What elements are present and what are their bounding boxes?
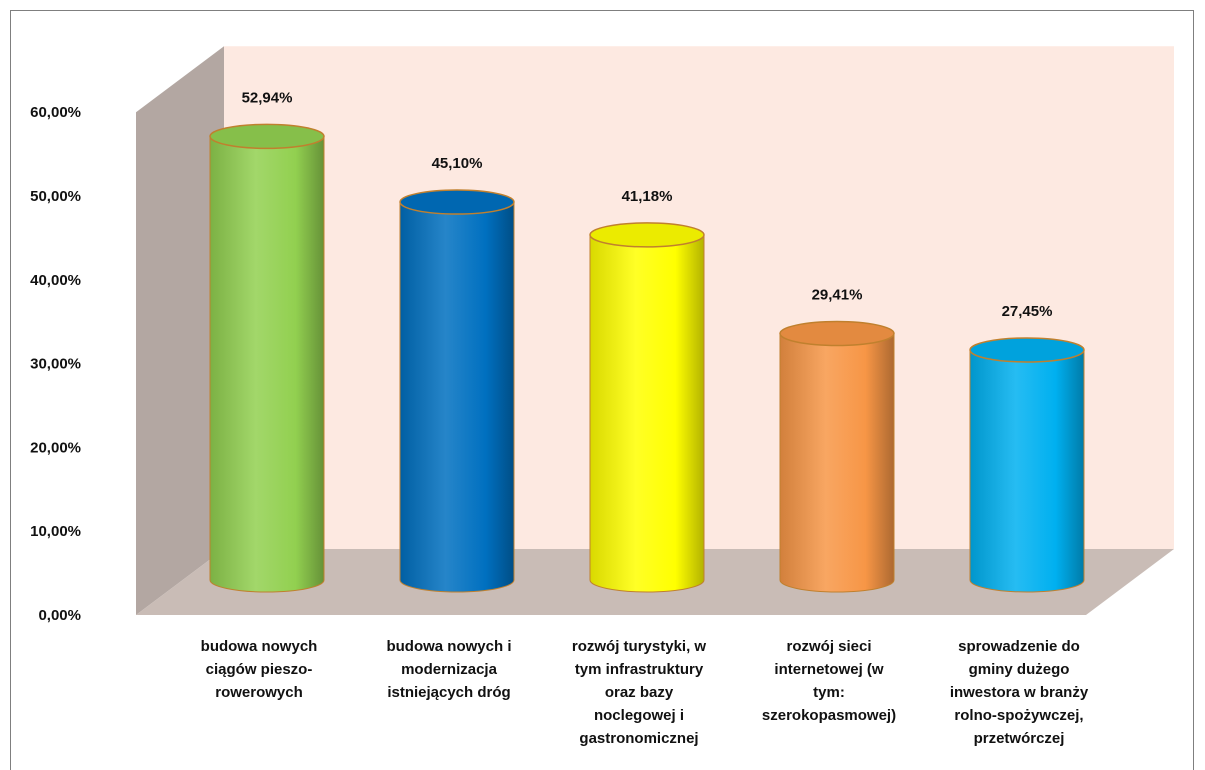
x-category-label: sprowadzenie do gminy dużego inwestora w b… (950, 638, 1089, 747)
cylinder-body (779, 333, 895, 593)
x-category-line: inwestora w branży (950, 684, 1089, 701)
y-tick-label: 40,00% (30, 272, 81, 289)
cylinder-top (209, 123, 325, 150)
x-category-line: przetwórczej (974, 730, 1065, 747)
cylinder-bar (779, 320, 895, 593)
x-category-line: internetowej (w (774, 661, 884, 678)
x-category-line: rolno-spożywczej, (954, 707, 1083, 724)
x-category-line: rowerowych (215, 684, 303, 701)
cylinder-bar (969, 337, 1085, 593)
x-category-line: istniejących dróg (387, 684, 510, 701)
x-category-label: budowa nowych i modernizacja istniejących … (386, 638, 511, 701)
chart-frame: 0,00% 10,00% 20,00% 30,00% 40,00% 50,00% 60,00… (10, 10, 1194, 770)
cylinder-top (589, 222, 705, 248)
bar-chart: 0,00% 10,00% 20,00% 30,00% 40,00% 50,00% 60,00… (30, 46, 1174, 747)
cylinder-bar (589, 222, 705, 593)
cylinder-top (779, 320, 895, 347)
x-category-line: oraz bazy (605, 684, 674, 701)
cylinder-bar (399, 189, 515, 593)
bars-group (209, 123, 1085, 593)
x-category-line: sprowadzenie do (958, 638, 1080, 655)
y-tick-label: 30,00% (30, 356, 81, 373)
x-category-line: modernizacja (401, 661, 498, 678)
cylinder-body (209, 135, 325, 593)
data-label: 29,41% (812, 287, 863, 304)
x-category-label: rozwój turystyki, w tym infrastruktury ora… (572, 638, 707, 747)
data-label: 45,10% (432, 155, 483, 172)
data-label: 41,18% (622, 188, 673, 205)
x-category-line: budowa nowych i (386, 638, 511, 655)
y-axis: 0,00% 10,00% 20,00% 30,00% 40,00% 50,00% 60,00… (30, 104, 81, 624)
cylinder-body (589, 234, 705, 593)
x-category-line: noclegowej i (594, 707, 684, 724)
cylinder-bar (209, 123, 325, 593)
cylinder-top (399, 189, 515, 215)
x-category-line: ciągów pieszo- (206, 661, 313, 678)
y-tick-label: 20,00% (30, 439, 81, 456)
x-category-line: gastronomicznej (579, 730, 698, 747)
y-tick-label: 10,00% (30, 523, 81, 540)
data-label: 52,94% (242, 89, 293, 106)
y-tick-label: 0,00% (38, 607, 81, 624)
x-axis: budowa nowych ciągów pieszo-rowerowychbud… (201, 638, 1089, 747)
y-tick-label: 60,00% (30, 104, 81, 121)
side-wall (136, 46, 224, 615)
cylinder-body (399, 201, 515, 593)
x-category-line: tym: (813, 684, 845, 701)
cylinder-body (969, 349, 1085, 593)
x-category-label: rozwój sieci internetowej (w tym: szerokopa… (762, 638, 896, 724)
x-category-line: rozwój sieci (786, 638, 871, 655)
x-category-line: gminy dużego (969, 661, 1070, 678)
x-category-line: szerokopasmowej) (762, 707, 896, 724)
y-tick-label: 50,00% (30, 188, 81, 205)
x-category-line: budowa nowych (201, 638, 318, 655)
x-category-line: tym infrastruktury (575, 661, 704, 678)
x-category-label: budowa nowych ciągów pieszo-rowerowych (201, 638, 318, 701)
x-category-line: rozwój turystyki, w (572, 638, 707, 655)
data-label: 27,45% (1002, 303, 1053, 320)
cylinder-top (969, 337, 1085, 363)
data-labels-group: 52,94% 45,10% 41,18% 29,41% 27,45% (242, 89, 1053, 320)
